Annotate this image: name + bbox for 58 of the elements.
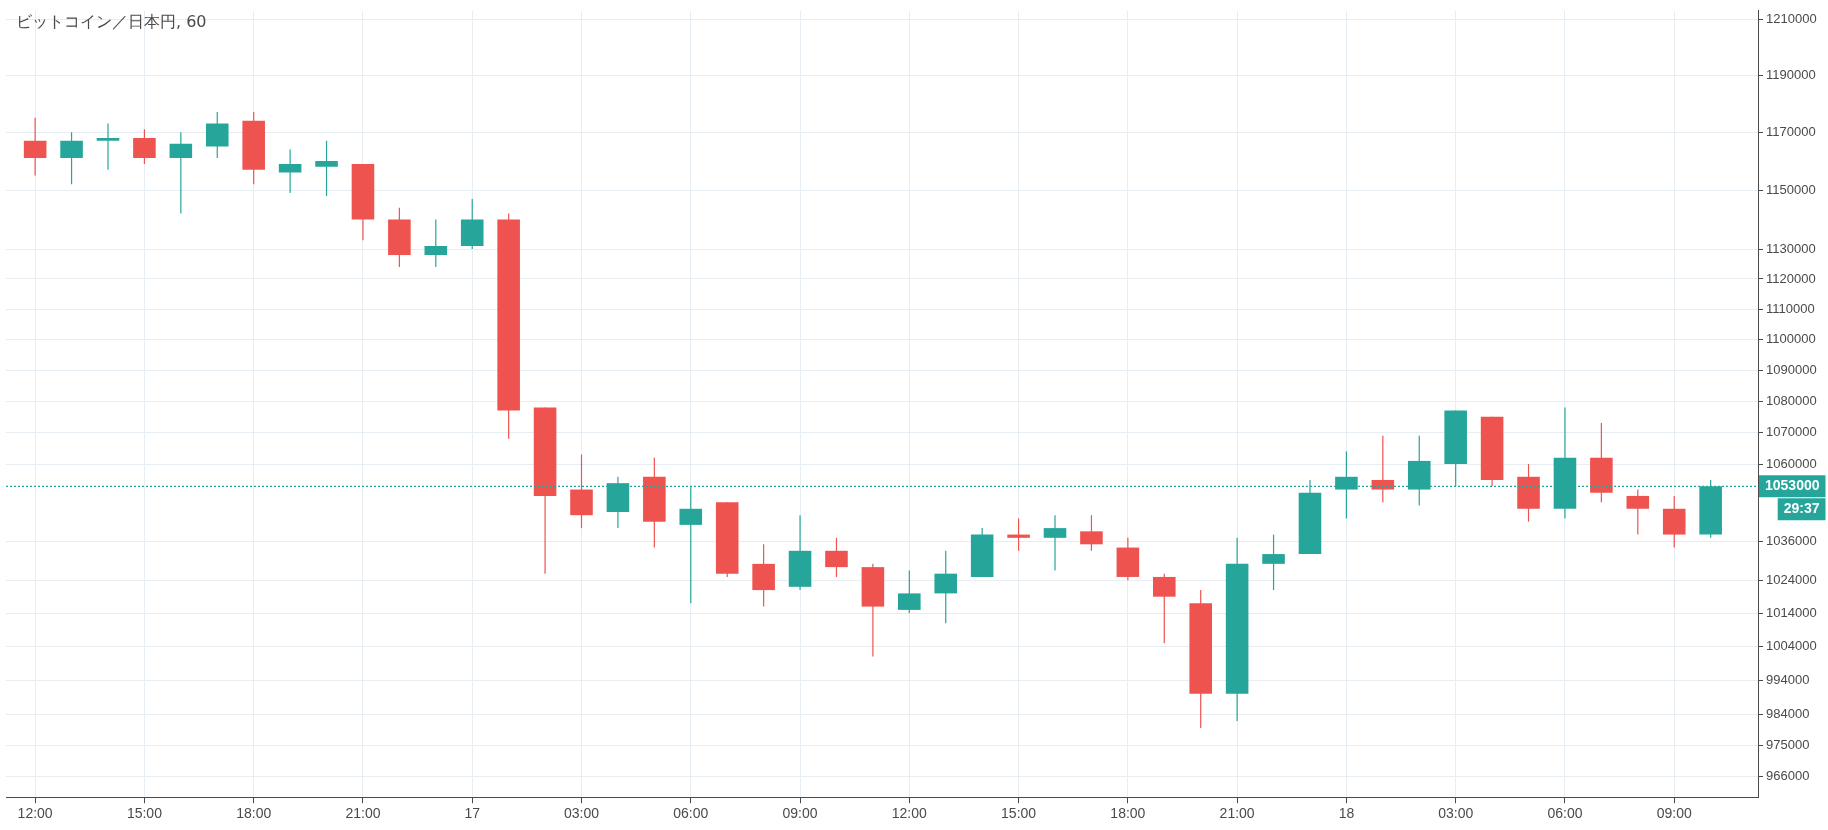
x-tick-label: 03:00 [1438,805,1474,822]
candlestick [278,148,302,194]
candlestick [1371,435,1395,503]
x-tick-label: 03:00 [563,805,600,822]
y-tick-label: 1210000 [1766,10,1817,26]
y-tick-label: 1014000 [1766,604,1817,620]
candlestick [96,122,120,171]
y-tick-label: 984000 [1766,705,1810,721]
y-tick-label: 1170000 [1766,123,1816,139]
x-tick-label: 15:00 [1001,805,1037,822]
y-tick-label: 975000 [1766,736,1810,752]
candlestick [1043,514,1067,571]
x-tick-label: 18:00 [236,805,272,822]
x-tick-label: 09:00 [1656,805,1692,822]
x-tick-label: 15:00 [126,805,163,822]
y-tick-label: 994000 [1766,671,1810,687]
y-tick-label: 1060000 [1766,455,1817,471]
x-tick-label: 06:00 [673,805,709,822]
candlestick [1152,573,1176,644]
x-tick-label: 09:00 [782,805,818,822]
y-tick-label: 1150000 [1766,181,1816,197]
y-tick-label: 966000 [1766,767,1810,783]
x-tick-label: 12:00 [17,805,53,822]
x-tick-label: 18 [1338,805,1355,822]
candlestick [133,128,156,165]
candlestick [169,131,193,215]
y-tick-label: 1110000 [1766,300,1815,316]
text: 29:37 [1783,500,1820,517]
candlestick [1080,514,1103,552]
candlestick [934,550,958,624]
x-tick-label: 21:00 [345,805,381,822]
y-tick-label: 1090000 [1766,361,1817,377]
x-tick-label: 06:00 [1547,805,1583,822]
candlestick [23,117,47,177]
candlestick [825,537,848,578]
y-tick-label: 1080000 [1766,392,1817,408]
candlestick [1007,517,1030,552]
y-tick-label: 1036000 [1766,532,1817,548]
y-tick-label: 1070000 [1766,424,1817,440]
x-tick-label: 17 [464,805,481,822]
candlestick [205,111,229,159]
x-tick-label: 12:00 [891,805,928,822]
y-tick-label: 1190000 [1766,66,1816,82]
candlestick [1626,488,1650,536]
y-tick-label: 1024000 [1766,571,1817,587]
candlestick [60,131,83,185]
y-tick-label: 1130000 [1766,240,1816,256]
y-tick-label: 1004000 [1766,638,1817,654]
candlestick [315,140,338,197]
candlestick [898,569,921,614]
x-tick-label: 21:00 [1219,805,1255,822]
chart-title: ビットコイン／日本円, 60 [16,12,207,33]
y-tick-label: 1120000 [1766,270,1816,286]
candlestick [424,218,448,268]
x-tick-label: 18:00 [1110,805,1146,822]
candlestick [1262,533,1285,591]
ref-line-label: 1053000 [1765,477,1820,494]
y-tick-label: 1100000 [1766,331,1816,347]
